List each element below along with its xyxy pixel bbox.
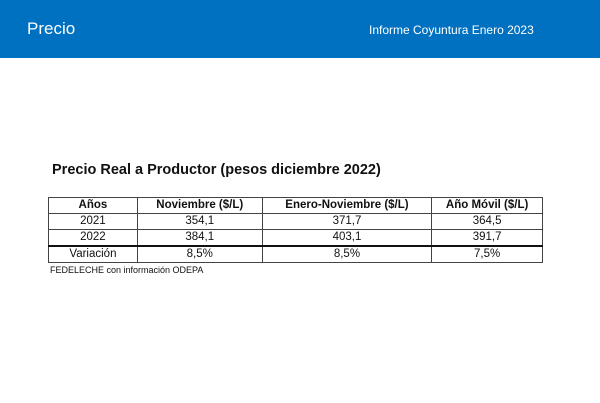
column-header: Año Móvil ($/L): [431, 197, 543, 214]
column-header: Noviembre ($/L): [136, 197, 263, 214]
source-note: FEDELECHE con información ODEPA: [50, 265, 204, 275]
table-cell: 391,7: [431, 229, 543, 247]
table-cell: 2021: [48, 213, 138, 230]
report-subtitle: Informe Coyuntura Enero 2023: [369, 23, 534, 37]
table-cell: 371,7: [261, 213, 433, 230]
table-cell: 8,5%: [261, 245, 433, 263]
table-cell: 2022: [48, 229, 138, 247]
page-title: Precio: [27, 19, 76, 38]
table-cell: 384,1: [136, 229, 263, 247]
table-cell: 403,1: [261, 229, 433, 247]
column-header: Años: [48, 197, 138, 214]
table-cell: 7,5%: [431, 245, 543, 263]
table-title: Precio Real a Productor (pesos diciembre…: [52, 162, 381, 178]
table-cell: Variación: [48, 245, 138, 263]
price-table: Años Noviembre ($/L) Enero-Noviembre ($/…: [48, 197, 543, 263]
table-row: 2021 354,1 371,7 364,5: [48, 213, 543, 230]
table-row: 2022 384,1 403,1 391,7: [48, 229, 543, 247]
header-bar: Precio Informe Coyuntura Enero 2023: [0, 0, 600, 58]
table-cell: 8,5%: [136, 245, 263, 263]
table-header-row: Años Noviembre ($/L) Enero-Noviembre ($/…: [48, 197, 543, 214]
table-cell: 354,1: [136, 213, 263, 230]
table-row-variation: Variación 8,5% 8,5% 7,5%: [48, 245, 543, 263]
column-header: Enero-Noviembre ($/L): [261, 197, 433, 214]
table-cell: 364,5: [431, 213, 543, 230]
